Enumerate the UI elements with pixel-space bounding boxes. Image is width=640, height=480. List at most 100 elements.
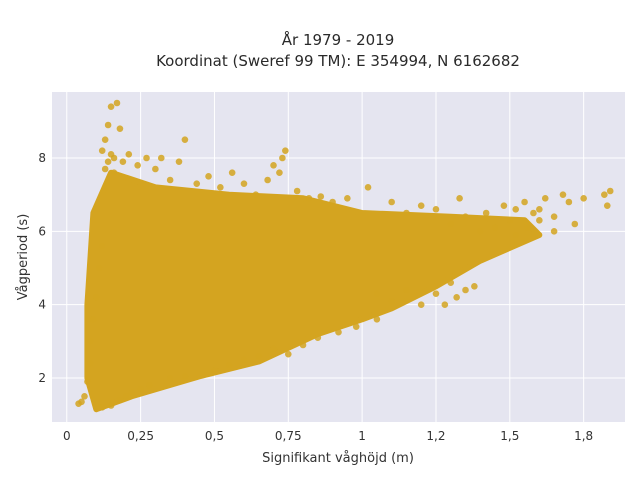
data-point <box>143 154 150 162</box>
data-point <box>166 176 174 184</box>
data-point <box>125 151 133 158</box>
data-point <box>104 158 112 165</box>
data-point <box>252 191 260 198</box>
data-point <box>113 99 121 107</box>
data-point <box>506 217 514 224</box>
data-point <box>87 338 94 345</box>
data-point <box>110 169 118 176</box>
data-point <box>447 279 455 286</box>
data-point <box>146 382 153 389</box>
data-point <box>373 316 381 323</box>
data-point <box>284 350 292 358</box>
data-point <box>388 198 395 206</box>
data-point <box>601 191 608 198</box>
x-tick-label: 0,25 <box>127 429 154 443</box>
data-point <box>181 372 189 380</box>
data-point <box>550 228 558 235</box>
data-point <box>116 125 124 132</box>
data-point <box>107 151 115 158</box>
x-tick-label: 1,8 <box>574 429 593 443</box>
data-point <box>432 206 440 213</box>
data-point <box>329 198 336 206</box>
data-point <box>193 180 201 187</box>
data-point <box>491 224 499 231</box>
data-point <box>84 378 91 385</box>
x-tick-label: 1 <box>358 429 366 443</box>
data-point <box>157 154 165 162</box>
data-point <box>270 162 277 169</box>
data-point <box>352 323 360 330</box>
data-point <box>462 286 469 294</box>
data-point <box>240 180 248 187</box>
data-point <box>293 187 301 195</box>
data-point <box>417 301 425 308</box>
y-axis-title: Vågperiod (s) <box>16 214 31 301</box>
data-point <box>205 173 212 180</box>
data-point <box>482 209 490 217</box>
data-point <box>500 202 508 209</box>
data-point <box>119 158 127 165</box>
data-point <box>175 158 183 165</box>
data-point <box>521 198 528 206</box>
data-point <box>373 290 381 297</box>
data-point <box>166 374 174 382</box>
data-point <box>104 121 112 129</box>
data-point <box>447 220 455 228</box>
x-axis-title: Signifikant våghöjd (m) <box>262 451 414 466</box>
data-point <box>81 393 88 400</box>
data-point <box>335 328 342 336</box>
data-point <box>217 184 224 191</box>
data-point <box>305 195 313 202</box>
data-point <box>314 334 322 341</box>
data-point <box>282 147 289 154</box>
data-point <box>550 213 558 220</box>
data-point <box>122 393 130 400</box>
data-point <box>541 195 549 202</box>
data-point <box>211 367 218 374</box>
y-tick-label: 4 <box>38 298 46 312</box>
data-point <box>471 283 478 290</box>
data-point <box>95 264 103 272</box>
y-tick-label: 2 <box>38 371 46 385</box>
data-point <box>417 202 425 209</box>
x-tick-label: 1,2 <box>426 429 445 443</box>
data-point <box>565 198 573 206</box>
data-point <box>388 297 395 305</box>
data-point <box>152 165 159 173</box>
data-point <box>524 224 531 231</box>
data-points <box>75 99 614 413</box>
data-point <box>344 195 351 202</box>
chart-title-line2: Koordinat (Sweref 99 TM): E 354994, N 61… <box>156 52 520 70</box>
data-point <box>512 231 520 239</box>
data-point <box>270 345 277 352</box>
data-point <box>441 301 449 308</box>
data-point <box>98 242 106 250</box>
data-point <box>279 154 286 162</box>
data-point <box>264 176 271 184</box>
x-tick-label: 0,5 <box>205 429 224 443</box>
data-point <box>476 228 484 235</box>
data-point <box>453 294 460 301</box>
data-point <box>181 136 189 143</box>
x-tick-label: 1,5 <box>500 429 519 443</box>
y-axis-ticks: 2 4 6 8 <box>38 151 46 385</box>
x-tick-label: 0 <box>63 429 71 443</box>
data-point <box>317 193 325 200</box>
x-tick-label: 0,75 <box>275 429 302 443</box>
data-point <box>101 165 109 173</box>
data-point <box>98 147 106 154</box>
data-point <box>559 191 567 198</box>
data-point <box>134 162 141 169</box>
data-point <box>276 169 283 176</box>
data-point <box>107 103 115 110</box>
data-point <box>512 206 520 213</box>
data-point <box>606 187 614 195</box>
data-point <box>240 356 248 363</box>
data-point <box>403 209 410 217</box>
data-point <box>93 294 100 301</box>
data-point <box>403 286 410 294</box>
chart-title-line1: År 1979 - 2019 <box>282 30 395 49</box>
data-point <box>603 202 611 209</box>
data-point <box>225 361 233 369</box>
